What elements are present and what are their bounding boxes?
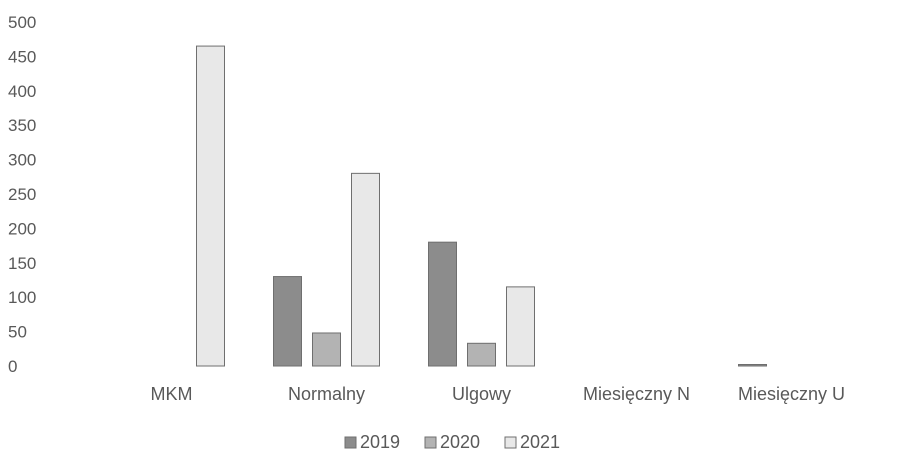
bars-group [196, 45, 767, 367]
x-category-label: Miesięczny U [738, 384, 845, 404]
x-category-label: Ulgowy [452, 384, 511, 404]
y-tick-label: 450 [8, 47, 36, 66]
y-tick-label: 400 [8, 82, 36, 101]
legend-swatch-2019 [344, 436, 357, 449]
legend-label-2020: 2020 [440, 432, 480, 452]
bar-2021-2 [506, 286, 535, 367]
y-tick-label: 300 [8, 151, 36, 170]
legend-swatch-2020 [424, 436, 437, 449]
bar-2019-2 [428, 241, 457, 367]
y-tick-label: 200 [8, 219, 36, 238]
y-tick-label: 250 [8, 185, 36, 204]
y-tick-label: 0 [8, 357, 17, 376]
legend-label-2019: 2019 [360, 432, 400, 452]
y-tick-label: 50 [8, 323, 27, 342]
legend-swatch-2021 [504, 436, 517, 449]
legend-label-2021: 2021 [520, 432, 560, 452]
legend: 2019 2020 2021 [344, 432, 560, 452]
bar-2020-2 [467, 342, 496, 367]
x-axis: MKM Normalny Ulgowy Miesięczny N Miesięczny … [151, 384, 846, 404]
x-category-label: Normalny [288, 384, 365, 404]
y-tick-label: 150 [8, 254, 36, 273]
bar-2019-1 [273, 276, 302, 367]
x-category-label: Miesięczny N [583, 384, 690, 404]
y-axis: 0 50 100 150 200 250 300 350 400 450 500 [8, 13, 36, 376]
y-tick-label: 350 [8, 116, 36, 135]
bar-2021-1 [351, 172, 380, 367]
bar-2021-0 [196, 45, 225, 367]
y-tick-label: 500 [8, 13, 36, 32]
y-tick-label: 100 [8, 288, 36, 307]
bar-2020-1 [312, 332, 341, 367]
bar-2019-4 [738, 364, 767, 367]
x-category-label: MKM [151, 384, 193, 404]
